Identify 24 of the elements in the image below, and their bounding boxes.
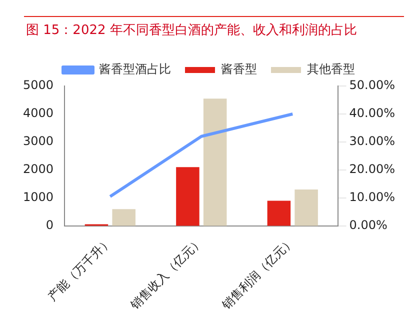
bar	[176, 167, 200, 226]
legend-label: 酱香型酒占比	[99, 62, 171, 76]
legend-label: 酱香型	[221, 62, 257, 76]
bar	[267, 200, 291, 226]
bar	[203, 98, 227, 226]
y2-tick-label: 10.00%	[349, 190, 396, 204]
x-tick-label: 产能（万千升）	[45, 234, 114, 304]
bar	[112, 209, 136, 226]
y-tick-label: 3000	[22, 134, 54, 148]
y2-tick-label: 30.00%	[349, 134, 396, 148]
y2-tick-label: 20.00%	[349, 162, 396, 176]
legend-label: 其他香型	[307, 62, 355, 76]
y-tick-label: 4000	[22, 106, 54, 120]
y-tick-label: 0	[46, 218, 54, 232]
y-tick-label: 2000	[22, 162, 54, 176]
x-tick-label: 销售收入（亿元）	[127, 234, 206, 313]
y-tick-label: 1000	[22, 190, 54, 204]
bar	[294, 190, 318, 226]
chart-title: 图 15：2022 年不同香型白酒的产能、收入和利润的占比	[26, 22, 357, 39]
x-tick-label: 销售利润（亿元）	[218, 234, 297, 313]
y2-tick-label: 0.00%	[349, 218, 388, 232]
y-tick-label: 5000	[22, 78, 54, 92]
y2-tick-label: 50.00%	[349, 78, 396, 92]
y2-tick-label: 40.00%	[349, 106, 396, 120]
